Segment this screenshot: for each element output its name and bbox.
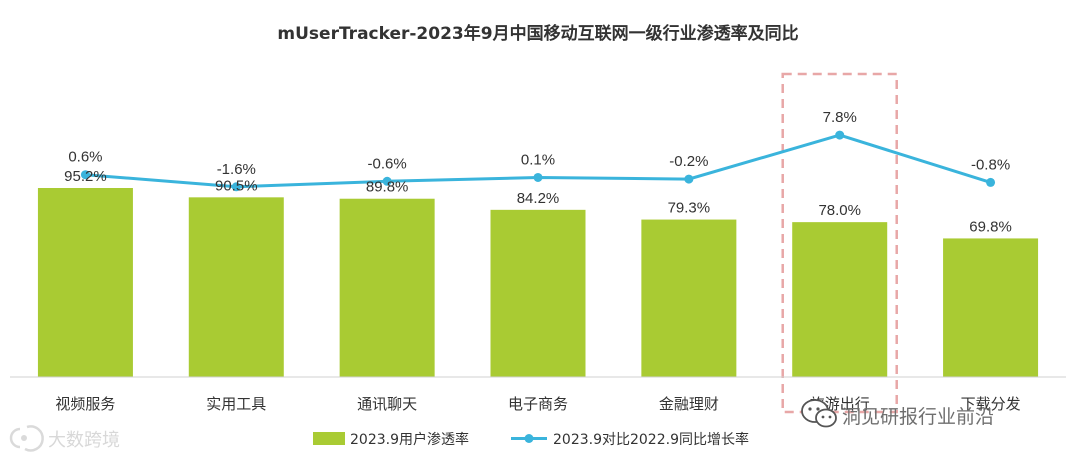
bar-value-label: 90.5% bbox=[215, 177, 258, 194]
category-label: 金融理财 bbox=[659, 395, 719, 413]
category-label: 通讯聊天 bbox=[357, 395, 417, 413]
bar-value-label: 69.8% bbox=[969, 218, 1012, 235]
watermark-left-text: 大数跨境 bbox=[48, 430, 120, 451]
legend-bar-swatch bbox=[313, 432, 345, 445]
watermark-right-text: 洞见研报行业前沿 bbox=[842, 406, 994, 428]
data-labels: 95.2% 90.5% 89.8% 84.2% 79.3% 78.0% 69.8% 0.6% -… bbox=[64, 109, 1012, 235]
line-point bbox=[231, 182, 241, 192]
bar bbox=[188, 197, 284, 377]
legend-line-marker bbox=[524, 434, 534, 443]
bar-value-label: 79.3% bbox=[668, 200, 711, 217]
growth-value-label: 0.1% bbox=[521, 151, 555, 168]
category-label: 视频服务 bbox=[55, 395, 115, 413]
bar bbox=[37, 188, 133, 377]
legend-line-label: 2023.9对比2022.9同比增长率 bbox=[553, 431, 749, 448]
bar-series bbox=[37, 188, 1039, 377]
bar-value-label: 95.2% bbox=[64, 168, 107, 185]
category-label: 电子商务 bbox=[508, 395, 568, 413]
chart-title: mUserTracker-2023年9月中国移动互联网一级行业渗透率及同比 bbox=[277, 23, 798, 44]
legend-bar-label: 2023.9用户渗透率 bbox=[350, 431, 469, 448]
highlight-box bbox=[781, 72, 898, 414]
bar-value-label: 89.8% bbox=[366, 179, 409, 196]
watermark-left: 大数跨境 bbox=[9, 425, 120, 452]
growth-value-label: -0.2% bbox=[669, 153, 708, 170]
line-point bbox=[533, 172, 543, 182]
growth-value-label: 0.6% bbox=[68, 149, 102, 166]
category-label: 下载分发 bbox=[961, 395, 1021, 413]
line-point bbox=[684, 174, 694, 184]
line-point bbox=[986, 177, 996, 187]
wechat-icon bbox=[801, 399, 837, 428]
line-point bbox=[80, 170, 90, 180]
bar bbox=[641, 219, 737, 377]
line-point bbox=[382, 176, 392, 186]
bar bbox=[943, 238, 1039, 377]
bar-value-label: 84.2% bbox=[517, 190, 560, 207]
bar bbox=[792, 222, 888, 377]
line-point bbox=[835, 130, 845, 140]
category-label: 实用工具 bbox=[206, 395, 266, 413]
growth-line-series bbox=[80, 130, 996, 192]
growth-value-label: -0.6% bbox=[368, 155, 407, 172]
legend: 2023.9用户渗透率 2023.9对比2022.9同比增长率 bbox=[313, 431, 749, 448]
growth-value-label: -0.8% bbox=[971, 156, 1010, 173]
watermark-right: 洞见研报行业前沿 bbox=[801, 399, 994, 428]
bar bbox=[339, 198, 435, 377]
growth-value-label: -1.6% bbox=[217, 161, 256, 178]
bar-value-label: 78.0% bbox=[818, 202, 861, 219]
growth-value-label: 7.8% bbox=[823, 109, 857, 126]
watermark-logo-icon bbox=[9, 425, 44, 452]
highlight-rect bbox=[781, 72, 898, 414]
bar bbox=[490, 209, 586, 377]
